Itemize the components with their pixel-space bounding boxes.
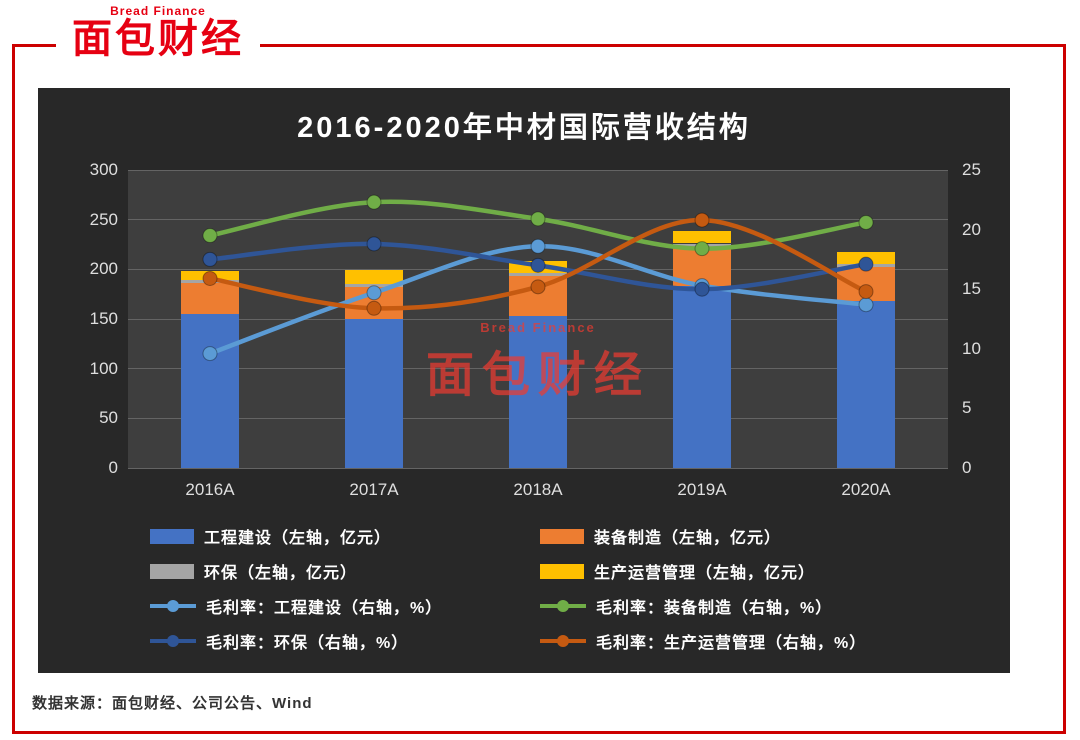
data-point-marker: [858, 284, 874, 300]
x-axis-label: 2017A: [349, 480, 399, 499]
data-point-marker: [530, 238, 546, 254]
legend-label: 毛利率：生产运营管理（右轴，%）: [596, 635, 867, 652]
legend-bar-swatch: [540, 528, 584, 544]
legend-label: 毛利率：装备制造（右轴，%）: [596, 600, 833, 617]
data-point-marker: [366, 285, 382, 301]
chart-title: 2016-2020年中材国际营收结构: [297, 112, 751, 144]
legend-line-swatch: [540, 632, 586, 650]
data-point-marker: [202, 251, 218, 267]
right-axis-tick: 0: [962, 458, 972, 477]
legend-line-swatch: [540, 597, 586, 615]
brand-logo: Bread Finance 面包财经: [56, 2, 260, 62]
bar-segment: [345, 270, 403, 285]
data-source: 数据来源：面包财经、公司公告、Wind: [32, 695, 313, 712]
legend-line-dot: [167, 600, 179, 612]
right-axis-tick: 10: [962, 338, 981, 358]
legend-line-dot: [557, 635, 569, 647]
data-point-marker: [530, 257, 546, 273]
left-axis-tick: 0: [108, 458, 118, 477]
data-point-marker: [694, 281, 710, 297]
legend-line-dot: [167, 635, 179, 647]
legend: 工程建设（左轴，亿元） 装备制造（左轴，亿元） 环保（左轴，亿元） 生产运营管理（左轴…: [150, 525, 866, 652]
left-axis-tick: 200: [89, 259, 118, 279]
x-axis-label: 2020A: [841, 480, 891, 499]
legend-item: 工程建设（左轴，亿元）: [150, 525, 540, 547]
right-axis-tick: 5: [962, 398, 972, 418]
gridline: [128, 169, 948, 171]
left-axis-tick: 100: [89, 358, 118, 378]
data-point-marker: [202, 346, 218, 362]
bar-segment: [345, 319, 403, 468]
right-axis-tick: 15: [962, 279, 981, 299]
legend-item: 环保（左轴，亿元）: [150, 560, 540, 582]
legend-line-swatch: [150, 597, 196, 615]
data-point-marker: [202, 228, 218, 244]
data-point-marker: [858, 256, 874, 272]
data-point-marker: [694, 212, 710, 228]
x-axis-label: 2018A: [513, 480, 563, 499]
right-axis-tick: 25: [962, 160, 981, 179]
legend-label: 装备制造（左轴，亿元）: [594, 530, 782, 547]
chart: 2016-2020年中材国际营收结构 Bread Finance 面包财经 工程…: [38, 88, 1010, 673]
data-point-marker: [366, 236, 382, 252]
legend-item: 毛利率：工程建设（右轴，%）: [150, 595, 540, 617]
legend-item: 装备制造（左轴，亿元）: [540, 525, 866, 547]
legend-bar-swatch: [150, 528, 194, 544]
x-axis-label: 2019A: [677, 480, 727, 499]
data-point-marker: [202, 270, 218, 286]
legend-label: 工程建设（左轴，亿元）: [204, 530, 392, 547]
legend-bar-swatch: [150, 563, 194, 579]
data-point-marker: [858, 297, 874, 313]
legend-line-swatch: [150, 632, 196, 650]
red-border-frame: [12, 44, 1066, 734]
left-axis-tick: 150: [89, 309, 118, 328]
legend-item: 毛利率：生产运营管理（右轴，%）: [540, 630, 866, 652]
x-axis-label: 2016A: [185, 480, 235, 499]
data-point-marker: [530, 211, 546, 227]
legend-label: 毛利率：工程建设（右轴，%）: [206, 600, 443, 617]
bar-segment: [181, 314, 239, 468]
bar-segment: [345, 284, 403, 288]
data-point-marker: [366, 300, 382, 316]
data-point-marker: [694, 241, 710, 257]
bar-segment: [509, 316, 567, 468]
legend-label: 生产运营管理（左轴，亿元）: [594, 565, 816, 582]
data-point-marker: [858, 214, 874, 230]
bar-segment: [181, 283, 239, 315]
bar-segment: [673, 230, 731, 244]
left-axis-tick: 50: [99, 408, 118, 428]
data-point-marker: [530, 279, 546, 295]
left-axis-tick: 250: [89, 209, 118, 229]
legend-item: 毛利率：环保（右轴，%）: [150, 630, 540, 652]
legend-line-dot: [557, 600, 569, 612]
bar-segment: [509, 273, 567, 277]
legend-item: 生产运营管理（左轴，亿元）: [540, 560, 866, 582]
legend-label: 毛利率：环保（右轴，%）: [206, 635, 409, 652]
right-axis-tick: 20: [962, 219, 981, 239]
bar-segment: [837, 301, 895, 468]
legend-bar-swatch: [540, 563, 584, 579]
logo-title: 面包财经: [72, 17, 244, 61]
left-axis-tick: 300: [89, 160, 118, 179]
line-series-layer: [202, 194, 874, 362]
data-point-marker: [366, 194, 382, 210]
logo-subtitle: Bread Finance: [110, 4, 206, 18]
gridline: [128, 467, 948, 469]
legend-label: 环保（左轴，亿元）: [204, 565, 358, 582]
bar-segment: [673, 286, 731, 468]
legend-item: 毛利率：装备制造（右轴，%）: [540, 595, 866, 617]
